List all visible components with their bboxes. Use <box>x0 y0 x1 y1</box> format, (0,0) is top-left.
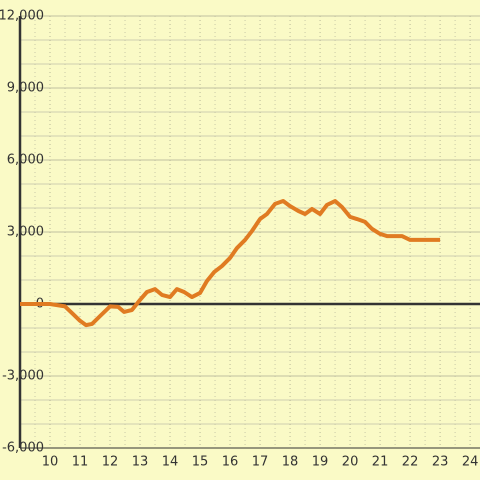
x-tick-label: 19 <box>312 455 329 470</box>
x-tick-label: 20 <box>342 455 359 470</box>
x-tick-label: 23 <box>432 455 449 470</box>
data-line <box>20 199 441 328</box>
y-tick-label: -3,000 <box>2 369 44 384</box>
y-tick-label: 3,000 <box>7 225 44 240</box>
y-tick-label: 9,000 <box>7 81 44 96</box>
x-tick-label: 16 <box>222 455 239 470</box>
x-tick-label: 15 <box>192 455 209 470</box>
x-tick-label: 24 <box>462 455 479 470</box>
x-tick-label: 22 <box>402 455 419 470</box>
x-tick-label: 18 <box>282 455 299 470</box>
x-tick-label: 14 <box>162 455 179 470</box>
x-tick-label: 17 <box>252 455 269 470</box>
y-tick-label: 6,000 <box>7 153 44 168</box>
x-tick-label: 13 <box>132 455 149 470</box>
y-tick-label: 12,000 <box>0 9 44 24</box>
x-tick-label: 11 <box>72 455 89 470</box>
x-tick-label: 21 <box>372 455 389 470</box>
x-tick-label: 10 <box>42 455 59 470</box>
x-tick-label: 12 <box>102 455 119 470</box>
